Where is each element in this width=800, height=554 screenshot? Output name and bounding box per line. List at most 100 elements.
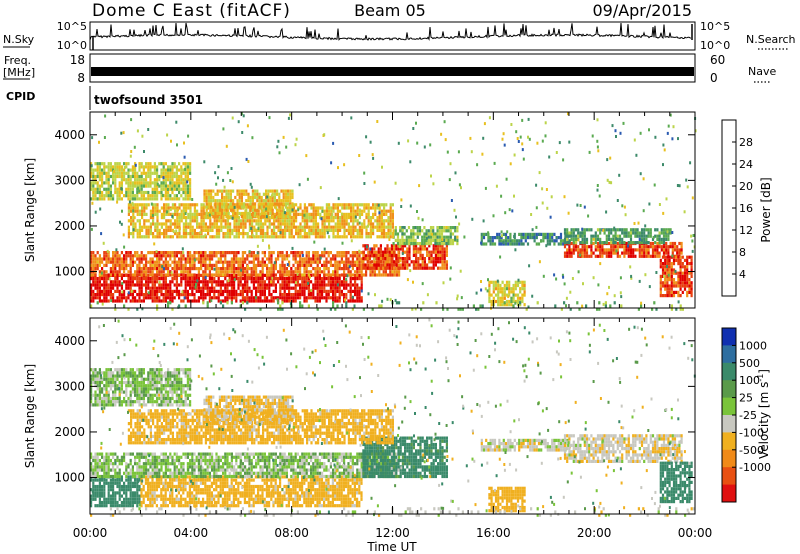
heatmap-cell [590,248,593,252]
heatmap-cell [288,299,291,303]
heatmap-cell [173,267,176,271]
heatmap-cell [299,263,302,267]
heatmap-cell [656,245,659,249]
heatmap-cell [323,251,326,255]
heatmap-cell [114,283,117,287]
heatmap-cell [189,260,192,264]
heatmap-cell [303,203,306,207]
heatmap-cell [666,281,669,285]
heatmap-cell [240,189,243,193]
heatmap-cell [352,219,355,223]
heatmap-cell [265,195,268,200]
heatmap-cell [441,250,444,254]
heatmap-cell [222,299,225,303]
heatmap-cell [156,178,159,182]
heatmap-cell [668,255,671,259]
heatmap-cell [640,228,644,232]
heatmap-cell [145,270,148,274]
heatmap-cell [156,289,159,293]
heatmap-cell [312,283,315,287]
heatmap-cell [446,150,449,154]
heatmap-cell [131,283,134,287]
heatmap-cell [292,225,295,229]
heatmap-cell [226,263,229,267]
heatmap-cell [193,203,196,207]
heatmap-cell [535,242,538,246]
heatmap-cell [152,232,155,236]
heatmap-cell [345,254,348,258]
heatmap-cell [364,266,367,270]
heatmap-cell [319,212,322,216]
heatmap-cell [303,286,306,290]
heatmap-cell [200,293,203,297]
heatmap-cell [259,307,262,311]
heatmap-cell [301,251,304,255]
heatmap-cell [305,267,308,271]
heatmap-cell [449,229,452,233]
heatmap-cell [218,202,221,206]
heatmap-cell [367,212,370,216]
heatmap-cell [307,283,310,287]
heatmap-cell [246,235,249,239]
heatmap-cell [107,162,110,166]
heatmap-cell [434,263,437,267]
heatmap-cell [361,232,364,236]
heatmap-cell [254,192,257,196]
heatmap-cell [214,215,217,219]
heatmap-cell [105,299,108,303]
heatmap-cell [266,270,269,274]
heatmap-cell [127,283,130,287]
heatmap-cell [681,307,684,311]
heatmap-cell [248,267,251,271]
heatmap-cell [90,187,93,191]
heatmap-cell [103,194,106,198]
heatmap-cell [256,192,259,196]
heatmap-cell [153,187,156,191]
heatmap-cell [441,260,444,264]
heatmap-cell [401,247,404,251]
heatmap-cell [638,237,641,241]
heatmap-cell [107,197,110,201]
heatmap-cell [590,251,593,255]
heatmap-cell [140,273,143,277]
heatmap-cell [160,181,163,185]
heatmap-cell [103,280,106,284]
heatmap-cell [290,277,293,281]
heatmap-cell [303,280,306,284]
heatmap-cell [680,241,683,246]
heatmap-cell [276,298,279,302]
heatmap-cell [200,251,203,255]
heatmap-cell [501,299,504,304]
heatmap-cell [224,270,227,274]
heatmap-cell [153,254,156,258]
heatmap-cell [233,283,236,287]
heatmap-cell [189,270,192,274]
heatmap-cell [217,293,220,297]
heatmap-cell [209,235,212,239]
heatmap-cell [169,280,172,284]
heatmap-cell [112,171,115,175]
heatmap-cell [182,197,185,201]
heatmap-cell [96,293,99,297]
heatmap-cell [579,248,582,252]
heatmap-cell [389,206,392,210]
heatmap-cell [222,225,225,229]
heatmap-cell [417,263,420,267]
heatmap-cell [167,184,170,188]
heatmap-cell [282,199,285,203]
heatmap-cell [661,271,665,275]
heatmap-cell [260,208,263,212]
heatmap-cell [114,260,117,264]
heatmap-cell [94,181,97,185]
heatmap-cell [384,260,387,264]
heatmap-cell [162,280,165,284]
heatmap-cell [388,250,391,254]
heatmap-cell [213,222,216,226]
heatmap-cell [171,293,174,297]
heatmap-cell [625,251,628,255]
heatmap-cell [92,197,95,201]
heatmap-cell [205,208,208,212]
heatmap-cell [189,209,192,213]
nsky-tick-low: 10^0 [57,39,87,52]
heatmap-cell [519,296,522,300]
